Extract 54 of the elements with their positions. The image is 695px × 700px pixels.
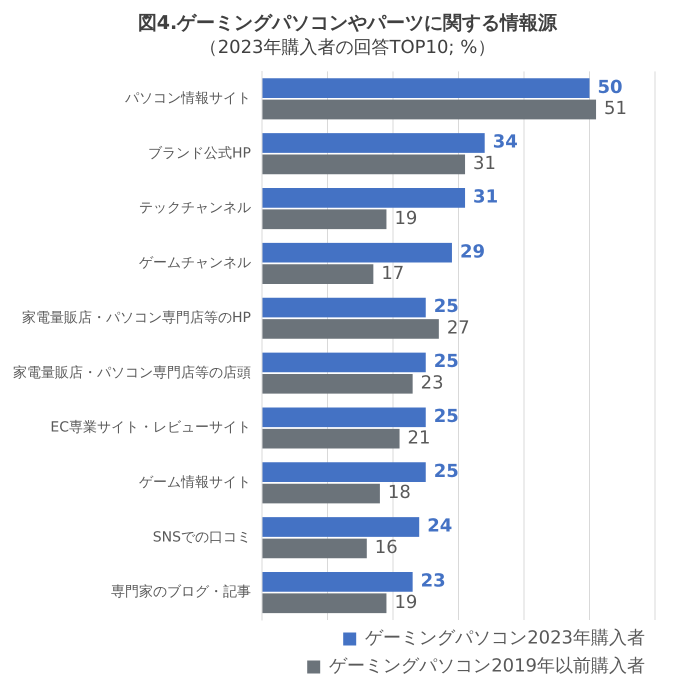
data-label: 31 xyxy=(473,186,498,208)
y-tick-label: 家電量販店・パソコン専門店等の店頭 xyxy=(13,364,251,381)
bar xyxy=(262,428,400,449)
bar xyxy=(262,517,420,537)
y-tick-label: EC専業サイト・レビューサイト xyxy=(50,420,251,436)
bar xyxy=(262,538,367,558)
data-label: 23 xyxy=(420,372,444,394)
data-label: 34 xyxy=(492,132,518,153)
data-label: 25 xyxy=(434,296,459,318)
bar xyxy=(262,374,413,394)
data-label: 19 xyxy=(394,208,418,229)
y-tick-label: パソコン情報サイト xyxy=(124,90,251,106)
bar xyxy=(262,100,596,120)
bar xyxy=(262,319,439,339)
data-label: 19 xyxy=(394,592,418,613)
bar xyxy=(262,484,380,504)
bar xyxy=(262,78,590,98)
bar xyxy=(262,264,374,284)
data-label: 29 xyxy=(460,241,486,262)
data-label: 25 xyxy=(434,406,459,427)
data-label: 16 xyxy=(374,537,398,558)
y-tick-label: ゲームチャンネル xyxy=(139,255,251,272)
data-label: 23 xyxy=(420,570,446,592)
data-label: 25 xyxy=(434,351,459,372)
legend-label: ゲーミングパソコン2019年以前購入者 xyxy=(329,656,646,677)
bar xyxy=(262,242,452,263)
bar xyxy=(262,462,426,482)
legend-label: ゲーミングパソコン2023年購入者 xyxy=(365,628,646,649)
bar xyxy=(262,407,426,428)
data-label: 24 xyxy=(427,516,452,537)
data-label: 18 xyxy=(388,482,411,504)
y-tick-label: ゲーム情報サイト xyxy=(139,474,251,490)
data-label: 31 xyxy=(473,153,496,174)
chart-title: 図4.ゲーミングパソコンやパーツに関する情報源 xyxy=(136,11,558,36)
y-tick-label: SNSでの口コミ xyxy=(152,529,251,546)
bar xyxy=(262,154,466,174)
data-label: 50 xyxy=(598,76,623,98)
y-tick-label: ブランド公式HP xyxy=(148,145,251,162)
data-label: 25 xyxy=(434,460,459,482)
bar xyxy=(262,593,386,614)
bar xyxy=(262,352,426,372)
y-tick-label: 家電量販店・パソコン専門店等のHP xyxy=(22,310,251,326)
bar xyxy=(262,188,466,208)
bar xyxy=(262,209,386,230)
data-label: 17 xyxy=(381,262,404,284)
y-tick-label: テックチャンネル xyxy=(139,200,251,216)
y-tick-label: 専門家のブログ・記事 xyxy=(111,584,251,600)
data-label: 27 xyxy=(446,318,470,339)
chart-subtitle: （2023年購入者の回答TOP10; %） xyxy=(198,36,496,60)
bar xyxy=(262,133,485,153)
data-label: 51 xyxy=(604,98,627,120)
bar xyxy=(262,572,413,592)
data-label: 21 xyxy=(408,427,430,448)
bar xyxy=(262,298,426,318)
